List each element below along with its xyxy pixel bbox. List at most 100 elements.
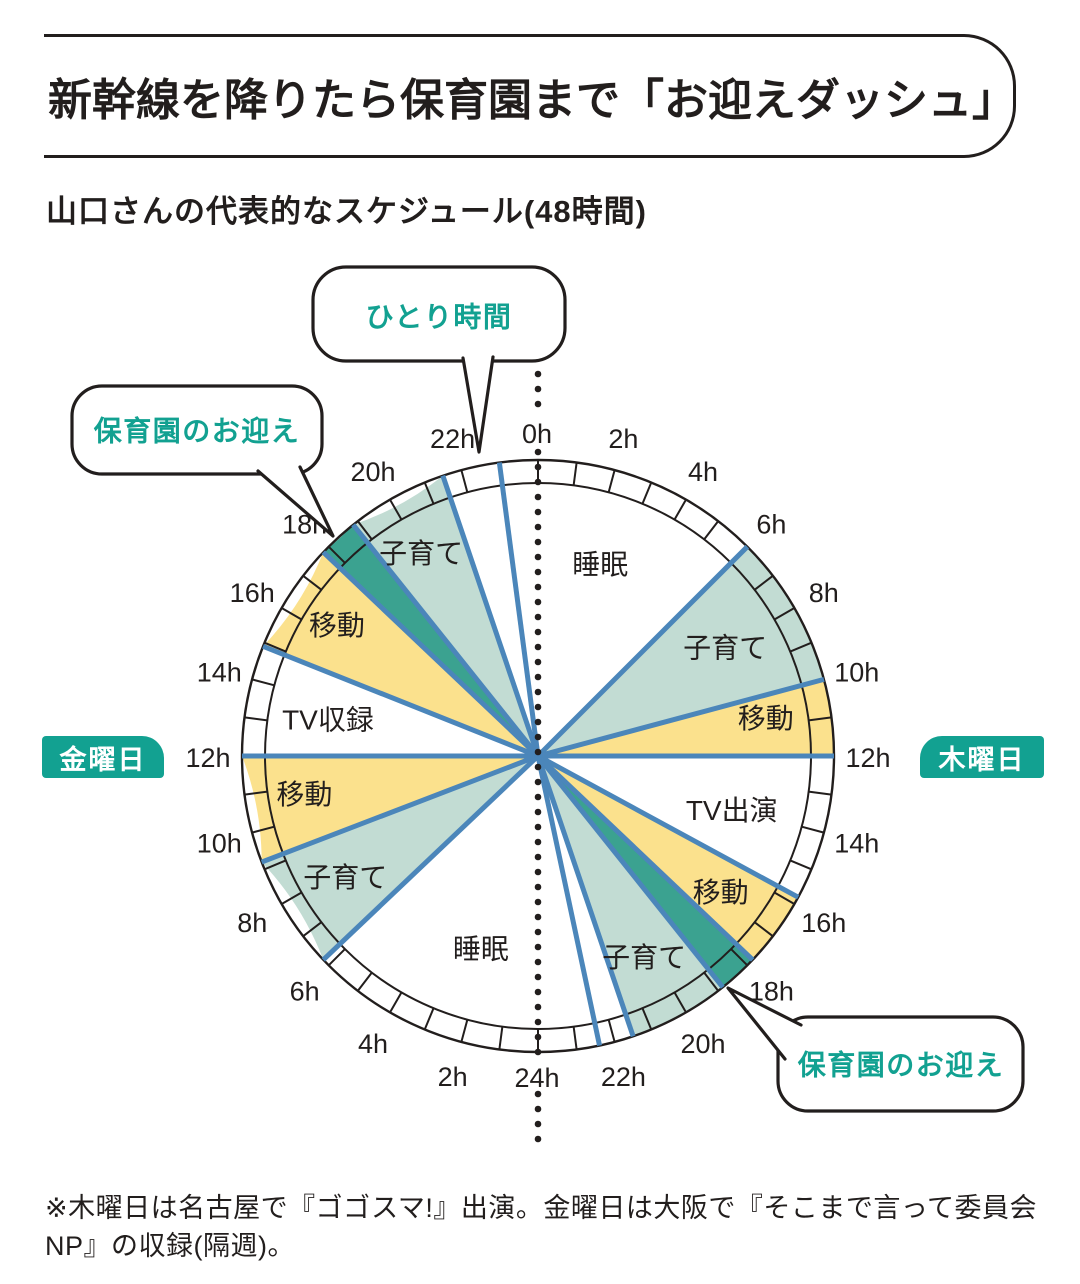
hour-tick-right-13 <box>808 790 832 796</box>
axis-dot <box>534 913 542 921</box>
page-title: 新幹線を降りたら保育園まで「お迎えダッシュ」 <box>48 76 1016 125</box>
hour-label-left-8h: 8h <box>237 908 267 938</box>
wedge-left-6-子育て <box>353 475 538 756</box>
axis-dot <box>534 928 542 936</box>
hour-label-left-16h: 16h <box>230 578 275 608</box>
midnight-axis-dots <box>534 370 542 1143</box>
hour-tick-left-7 <box>302 921 323 937</box>
hour-tick-right-9 <box>789 641 812 653</box>
callout-alone-time-label: ひとり時間 <box>366 302 513 333</box>
segment-label-right-1-子育て: 子育て <box>683 632 767 663</box>
hour-label-right-8h: 8h <box>809 578 839 608</box>
hour-tick-left-19 <box>357 520 373 541</box>
hour-label-top-0h: 0h <box>522 419 552 449</box>
hour-tick-left-18 <box>327 545 346 564</box>
axis-dot <box>534 718 542 726</box>
hour-label-bottom-24h: 24h <box>514 1063 559 1093</box>
hour-tick-right-20 <box>673 991 687 1013</box>
axis-dot <box>534 1135 542 1143</box>
axis-dot <box>534 973 542 981</box>
axis-dot <box>534 673 542 681</box>
hour-label-left-20h: 20h <box>350 457 395 487</box>
footnote-text: ※木曜日は名古屋で『ゴゴスマ!』出演。金曜日は大阪で『そこまで言って委員会NP』… <box>45 1193 1038 1261</box>
axis-dot <box>534 703 542 711</box>
axis-dot <box>534 898 542 906</box>
hour-tick-left-6 <box>327 948 346 967</box>
hour-label-right-2h: 2h <box>608 424 638 454</box>
hour-tick-right-8 <box>773 607 795 621</box>
axis-dot <box>534 493 542 501</box>
segment-label-right-3-TV出演: TV出演 <box>686 795 778 826</box>
divider-left-23h <box>496 462 541 757</box>
axis-dot <box>534 763 542 771</box>
divider-right-22.4h <box>535 755 602 1047</box>
wedge-left-4-移動 <box>263 552 538 756</box>
callout-daycare-pickup-right-pointer <box>726 986 803 1061</box>
hour-label-left-6h: 6h <box>290 976 320 1006</box>
segment-label-left-4-移動: 移動 <box>309 610 365 641</box>
axis-dot <box>534 1105 542 1113</box>
axis-dot <box>534 688 542 696</box>
axis-dot <box>534 370 542 378</box>
callout-daycare-pickup-right-label: 保育園のお迎え <box>798 1049 1005 1081</box>
hour-tick-left-9 <box>264 859 287 871</box>
axis-dot <box>534 868 542 876</box>
callout-daycare-pickup-left-pointer <box>256 465 335 538</box>
hour-tick-right-3 <box>641 482 653 505</box>
axis-dot <box>534 448 542 456</box>
hour-tick-left-16 <box>281 607 303 621</box>
axis-dot <box>534 778 542 786</box>
axis-dot <box>534 1120 542 1128</box>
axis-dot <box>534 538 542 546</box>
hour-label-right-14h: 14h <box>834 828 879 858</box>
hour-tick-left-21 <box>423 482 435 505</box>
axis-dot <box>534 838 542 846</box>
hour-label-left-2h: 2h <box>438 1062 468 1092</box>
axis-dot <box>534 823 542 831</box>
title-banner: 新幹線を降りたら保育園まで「お迎えダッシュ」 <box>44 34 1016 158</box>
hour-label-left-10h: 10h <box>197 828 242 858</box>
hour-tick-left-5 <box>357 971 373 992</box>
friday-badge: 金曜日 <box>42 736 164 778</box>
axis-dot <box>534 748 542 756</box>
axis-dot <box>534 523 542 531</box>
axis-dot <box>534 553 542 561</box>
hour-label-left-12h: 12h <box>185 743 230 773</box>
hour-tick-left-20 <box>389 499 403 521</box>
axis-dot <box>534 1003 542 1011</box>
hour-tick-left-2 <box>460 1019 469 1043</box>
divider-left-17.8h <box>321 550 540 758</box>
axis-dot <box>534 988 542 996</box>
divider-right-6h <box>536 544 750 758</box>
hour-tick-left-14 <box>251 678 275 687</box>
hour-tick-right-15 <box>789 859 812 871</box>
divider-left-18.85h <box>351 523 540 758</box>
hour-label-right-16h: 16h <box>801 908 846 938</box>
hour-tick-right-1 <box>572 462 578 486</box>
axis-dot <box>534 793 542 801</box>
divider-left-6.2h <box>321 754 540 962</box>
axis-dot <box>534 1048 542 1056</box>
callout-alone-time-pointer <box>461 355 495 454</box>
axis-dot <box>534 478 542 486</box>
segment-label-right-4-移動: 移動 <box>693 877 749 908</box>
segment-label-right-0-睡眠: 睡眠 <box>572 549 628 580</box>
divider-right-17.8h <box>536 754 755 962</box>
axis-dot <box>534 643 542 651</box>
hour-tick-right-14 <box>801 825 825 834</box>
hour-tick-right-18 <box>730 948 749 967</box>
wedge-left-1-子育て <box>261 756 538 960</box>
wedge-left-5-保育園のお迎え <box>323 524 538 756</box>
hour-label-right-20h: 20h <box>680 1029 725 1059</box>
divider-right-10h <box>537 676 825 759</box>
axis-dot <box>534 658 542 666</box>
thursday-badge: 木曜日 <box>920 736 1044 778</box>
axis-dot <box>534 1018 542 1026</box>
hour-tick-right-16 <box>773 891 795 905</box>
axis-dot <box>534 463 542 471</box>
hour-tick-right-11 <box>808 716 832 722</box>
hour-tick-right-4 <box>673 499 687 521</box>
axis-dot <box>534 733 542 741</box>
